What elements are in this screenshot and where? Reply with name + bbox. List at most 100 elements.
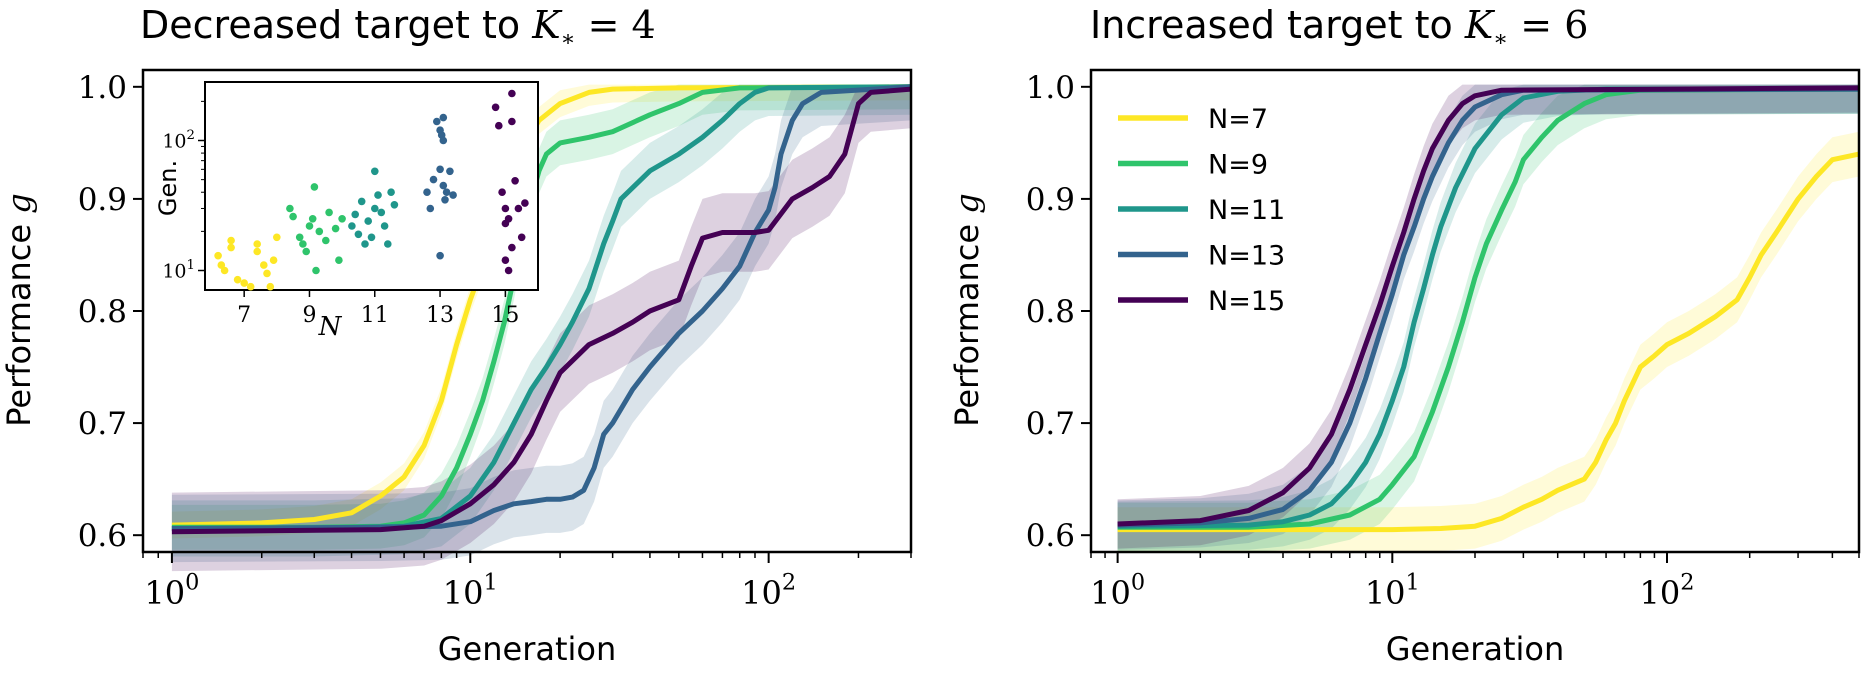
inset-point-N13: [426, 204, 435, 213]
left-x-label: Generation: [438, 630, 617, 668]
inset-point-N9: [335, 256, 343, 265]
inset-point-N9: [305, 222, 314, 230]
inset-y-ticks: 101 102: [162, 100, 205, 283]
series-line-N9: [1117, 86, 1860, 530]
inset-point-N15: [511, 177, 519, 185]
inset-point-N13: [436, 251, 444, 260]
series-line-N11: [1117, 86, 1859, 529]
inset-x-tick-label: 15: [491, 303, 519, 328]
legend-label: N=7: [1208, 104, 1268, 135]
inset-point-N11: [351, 210, 360, 219]
legend-label: N=15: [1208, 286, 1285, 317]
inset-point-N15: [508, 117, 516, 126]
y-tick-label: 0.6: [78, 518, 127, 554]
inset-point-N15: [498, 188, 506, 196]
inset-point-N15: [514, 204, 523, 213]
y-tick-label: 1.0: [1026, 70, 1075, 106]
inset-point-N11: [364, 217, 373, 225]
inset-point-N9: [310, 183, 319, 191]
left-panel: Decreased target to K∗ = 4 0.6 0.7 0.8 0.9 1…: [0, 3, 913, 668]
tick-label: 101: [162, 258, 195, 283]
inset-frame: [204, 81, 539, 291]
inset-x-tick-label: 13: [426, 303, 454, 328]
inset-x-tick-label: 9: [302, 303, 316, 328]
tick-label: 101: [1365, 570, 1420, 612]
inset-point-N11: [357, 197, 366, 206]
y-tick-label: 0.9: [1026, 182, 1075, 218]
y-tick-label: 0.9: [78, 182, 127, 218]
series-line-N15: [171, 86, 912, 535]
inset-point-N9: [312, 266, 320, 275]
band-N15: [1117, 84, 1859, 549]
inset-point-N13: [439, 181, 448, 190]
inset-point-N15: [495, 121, 503, 130]
inset-point-N7: [269, 256, 278, 265]
inset-point-N15: [521, 199, 529, 207]
inset-point-N11: [384, 240, 392, 248]
inset-x-ticks: 7 9 11 13 15: [237, 290, 519, 328]
right-x-ticks: 100 101 102: [1090, 552, 1860, 612]
series-line-N11: [171, 84, 912, 531]
y-tick-label: 1.0: [78, 70, 127, 106]
inset-point-N7: [253, 240, 261, 248]
inset-point-N9: [315, 227, 324, 236]
y-tick-label: 0.7: [78, 406, 127, 442]
inset-point-N7: [227, 236, 235, 245]
inset-point-N11: [380, 222, 389, 230]
inset-point-N13: [433, 117, 441, 126]
inset-point-N7: [233, 275, 242, 284]
inset-point-N13: [441, 196, 449, 204]
inset-point-N9: [338, 215, 346, 223]
right-bands: [1117, 84, 1859, 552]
inset-point-N9: [308, 215, 317, 223]
band-N15: [171, 84, 911, 572]
legend-label: N=11: [1208, 195, 1285, 226]
inset-point-N15: [517, 233, 526, 242]
inset-point-N7: [253, 247, 261, 256]
tick-label: 101: [443, 570, 498, 612]
right-y-ticks: 0.6 0.7 0.8 0.9 1.0: [1026, 70, 1091, 554]
inset-point-N11: [354, 230, 363, 239]
left-y-ticks: 0.6 0.7 0.8 0.9 1.0: [78, 70, 143, 554]
right-lines: [1117, 85, 1860, 533]
inset-y-label: Gen.: [154, 160, 182, 216]
inset-point-N7: [220, 266, 229, 275]
legend-label: N=9: [1208, 150, 1268, 181]
band-N11: [1117, 84, 1859, 551]
band-N7: [1117, 131, 1859, 552]
left-y-label: Performance g: [0, 193, 38, 426]
band-N13: [171, 84, 911, 563]
inset-point-N11: [387, 188, 395, 196]
inset-point-N9: [286, 204, 294, 213]
left-x-ticks: 100 101 102: [142, 552, 912, 612]
left-title-math: K: [531, 3, 563, 47]
band-N13: [1117, 84, 1859, 550]
inset-point-N13: [446, 167, 454, 176]
right-panel: Increased target to K∗ = 6 0.6 0.7 0.8 0.9 1…: [948, 3, 1861, 668]
inset-point-N11: [374, 191, 382, 199]
y-tick-label: 0.7: [1026, 406, 1075, 442]
inset-point-N7: [227, 243, 235, 252]
inset-point-N9: [289, 212, 297, 221]
inset-point-N7: [266, 282, 275, 291]
inset-x-label: N: [318, 312, 343, 342]
inset-point-N11: [371, 167, 379, 176]
inset-chart: 101 102 7 9 11 13 15 Gen. N: [154, 81, 539, 342]
inset-point-N7: [240, 279, 248, 287]
inset-point-N11: [371, 204, 379, 213]
series-line-N15: [1117, 85, 1860, 527]
inset-point-N15: [501, 204, 510, 213]
tick-label: 100: [1090, 570, 1145, 612]
inset-point-N13: [429, 175, 438, 184]
tick-label: 102: [162, 128, 195, 153]
band-N9: [1117, 84, 1859, 552]
inset-point-N15: [508, 89, 516, 98]
right-y-label: Performance g: [948, 193, 986, 426]
inset-point-N13: [423, 188, 431, 196]
inset-point-N15: [504, 266, 513, 275]
inset-point-N9: [302, 247, 311, 256]
y-tick-label: 0.6: [1026, 518, 1075, 554]
tick-label: 100: [144, 570, 199, 612]
inset-point-N9: [322, 236, 330, 245]
